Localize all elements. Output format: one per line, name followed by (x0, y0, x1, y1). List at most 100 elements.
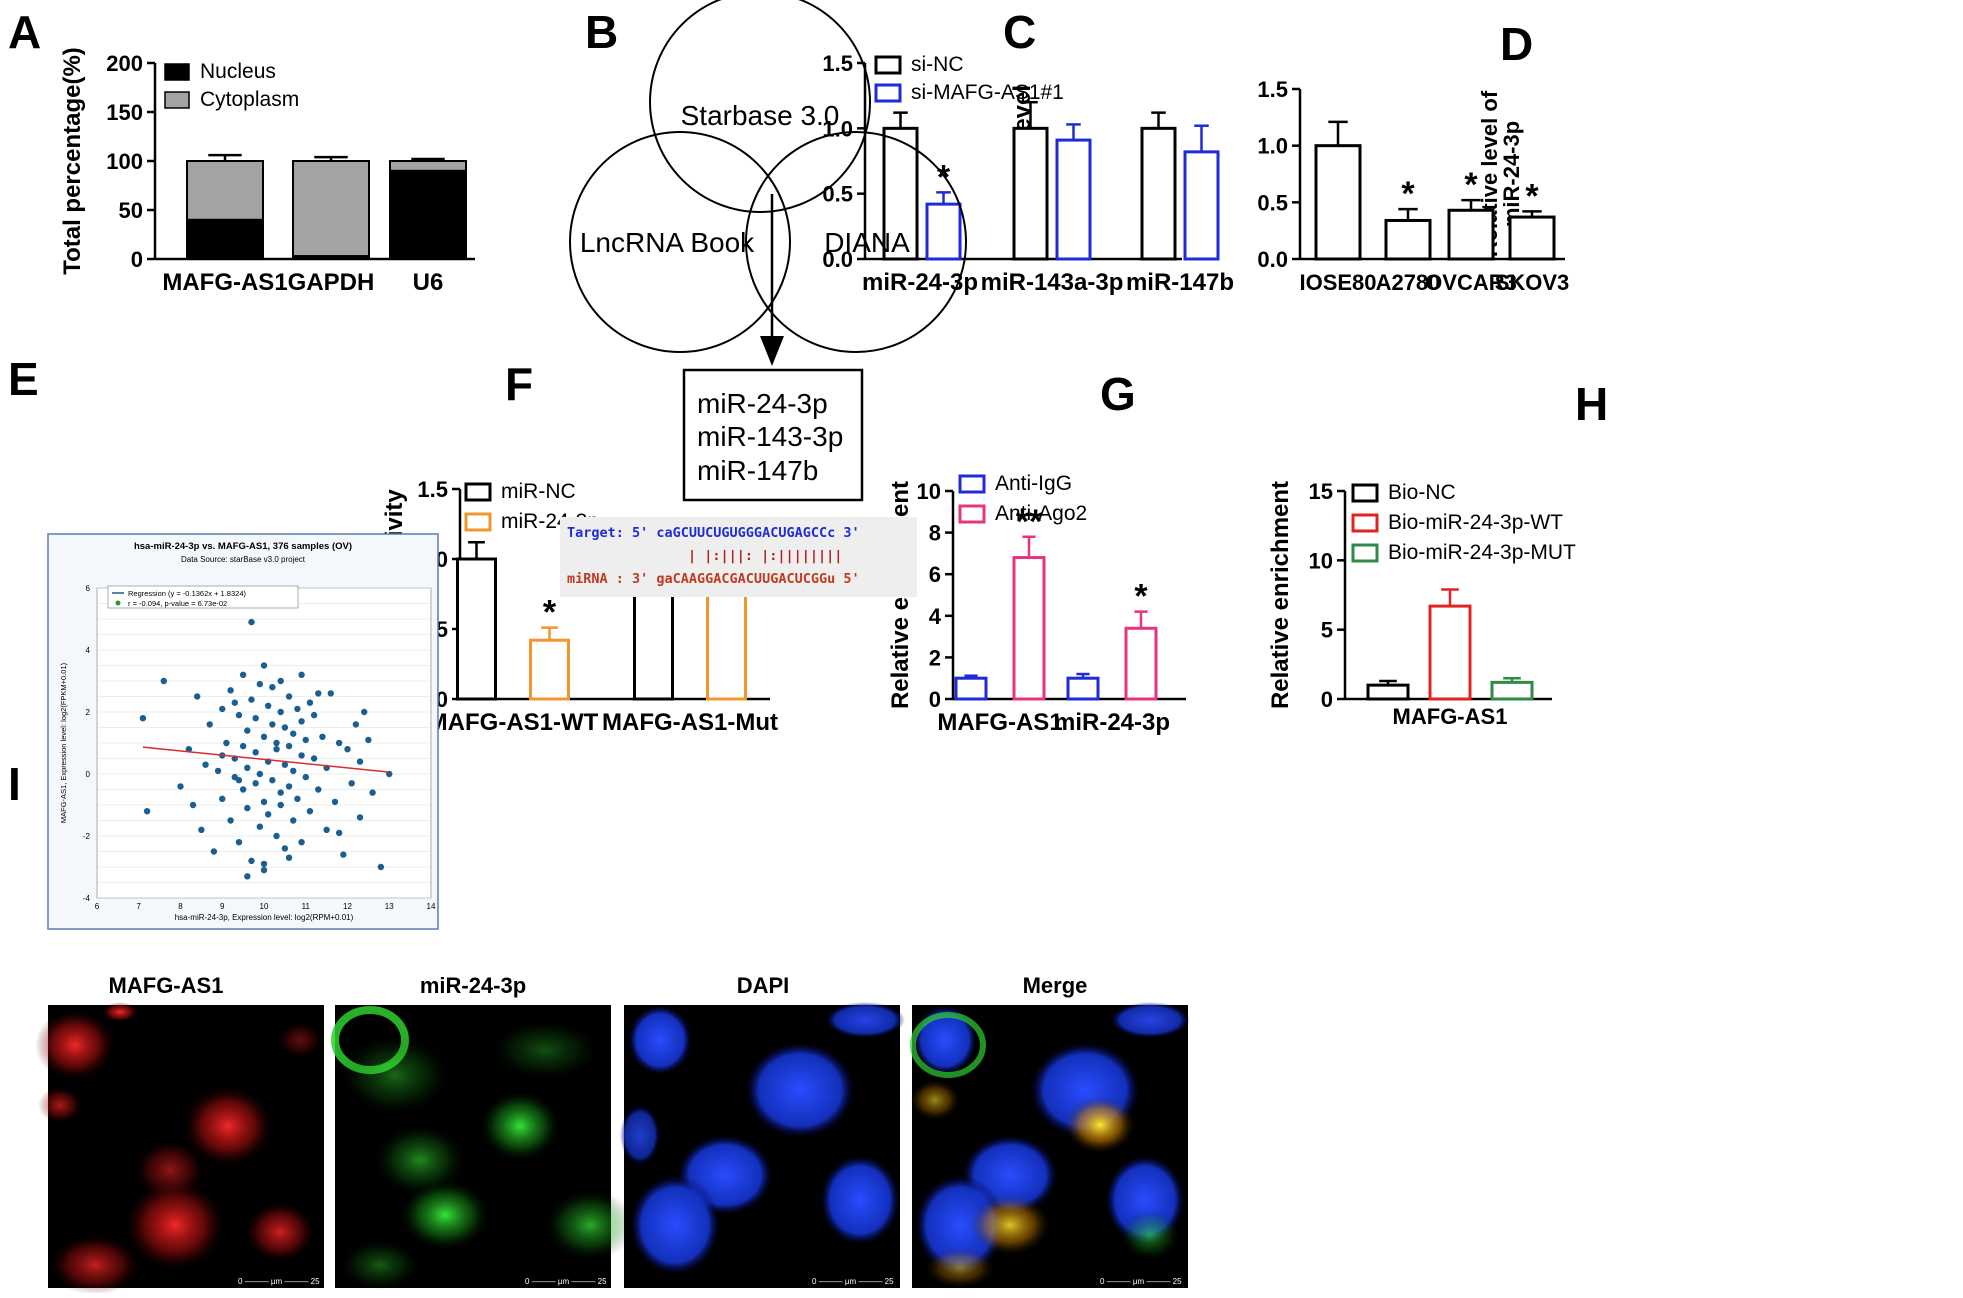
scatter-point (273, 832, 280, 840)
bar (1447, 208, 1495, 261)
scatter-point (335, 739, 343, 747)
legend-swatch (164, 91, 190, 109)
scatter-point (310, 755, 318, 762)
scatter-y-tick: -2 (83, 832, 91, 841)
scatter-point (139, 715, 147, 722)
bar (1012, 126, 1049, 261)
scatter-y-tick: 0 (86, 770, 91, 779)
y-tick-label: 5 (1321, 618, 1333, 643)
legend-swatch (1351, 513, 1379, 533)
image-mafg-as1: 0 ——— μm ——— 25 (35, 1002, 324, 1295)
scatter-point (327, 690, 334, 697)
significance-mark: ** (1016, 503, 1043, 541)
chart-a: 0 50 100 150 200 Total percentage(%) MAFG-AS1 G… (59, 47, 475, 296)
chart-h: 0 5 10 15 Relative enrichment MAFG-AS1 Bio-NC B… (1267, 479, 1576, 729)
bar (1314, 144, 1362, 261)
category-label: MAFG-AS1 (162, 269, 287, 296)
scatter-point (290, 817, 297, 824)
legend-label: Anti-Ago2 (995, 502, 1087, 525)
venn-diagram: Starbase 3.0 LncRNA Book DIANA miR-24-3p… (569, 0, 967, 502)
scatter-x-tick: 13 (385, 902, 394, 911)
category-label: MAFG-AS1-WT (428, 709, 599, 736)
scatter-point (239, 786, 247, 793)
scatter-y-tick: -4 (83, 894, 91, 903)
bar (1508, 215, 1556, 261)
scatter-y-tick: 6 (86, 584, 91, 593)
scatter-y-tick: 2 (86, 708, 91, 717)
regression-line (142, 746, 390, 773)
scatter-x-tick: 6 (95, 902, 100, 911)
bar (1066, 676, 1100, 701)
bar (1428, 604, 1472, 701)
scatter-point (260, 733, 268, 740)
scatter-point (281, 724, 289, 731)
scatter-point (252, 749, 259, 756)
y-tick-label: 10 (1309, 548, 1333, 573)
scatter-point (244, 873, 251, 880)
bar (186, 160, 264, 221)
image-mir-24-3p: 0 ——— μm ——— 25 (331, 1005, 635, 1290)
scatter-point (319, 733, 326, 740)
venn-circle-starbase (649, 0, 871, 213)
y-tick-label: 1.5 (417, 477, 448, 502)
scatter-point (294, 705, 301, 713)
legend-swatch (958, 504, 986, 524)
venn-circle-diana (745, 131, 967, 353)
category-label: GAPDH (288, 269, 375, 296)
bar (1055, 138, 1092, 261)
y-tick-label: 0.5 (1257, 190, 1288, 215)
y-tick-label: 50 (119, 198, 143, 223)
legend-r-text: r = -0.094, p-value = 6.73e-02 (128, 599, 227, 608)
legend-label: miR-NC (501, 480, 576, 503)
scatter-point (235, 839, 243, 846)
scatter-ylabel: MAFG-AS1, Expression level: log2(FPKM+0.… (59, 662, 68, 823)
category-label: miR-24-3p (1054, 709, 1170, 736)
binding-box-bg (560, 517, 917, 597)
scatter-point (198, 826, 205, 833)
scatter-point (223, 739, 230, 747)
scatter-point (219, 795, 226, 802)
bar (1012, 556, 1046, 701)
scatter-point (285, 742, 293, 750)
scatter-point (252, 780, 259, 787)
legend-point-swatch (115, 600, 121, 606)
bar (389, 169, 467, 260)
scatter-point (260, 798, 268, 806)
venn-arrow-head (760, 336, 784, 366)
binding-mirna: miRNA : 3' gaCAAGGACGACUUGACUCGGu 5' (567, 571, 860, 587)
y-tick-label: 8 (929, 521, 941, 546)
scatter-point (269, 684, 276, 691)
scatter-point (210, 848, 218, 855)
venn-circle-lncrnabook (569, 131, 791, 353)
scatter-point (264, 811, 272, 818)
y-tick-label: 1.5 (822, 51, 853, 76)
significance-mark: * (1525, 177, 1539, 215)
significance-mark: * (1464, 166, 1478, 204)
category-label: U6 (413, 269, 444, 296)
y-tick-label: 0 (929, 687, 941, 712)
scatter-point (227, 817, 234, 824)
scatter-points (139, 618, 393, 880)
scatter-point (298, 839, 305, 846)
y-tick-label: 0 (1321, 687, 1333, 712)
scatter-point (352, 721, 360, 728)
y-tick-label: 0.0 (822, 247, 853, 272)
venn-label-diana: DIANA (824, 227, 910, 258)
scatter-point (256, 680, 264, 688)
y-tick-label: 15 (1309, 479, 1333, 504)
category-label: MAFG-AS1 (937, 709, 1062, 736)
bar (389, 160, 467, 172)
y-tick-label: 1.0 (1257, 134, 1288, 159)
image-dapi: 0 ——— μm ——— 25 (620, 1002, 905, 1288)
bar (954, 676, 988, 701)
category-label: miR-147b (1126, 269, 1234, 296)
scatter-point (377, 863, 385, 871)
scalebar-merge: 0 ——— μm ——— 25 (1100, 1277, 1182, 1286)
y-tick-label: 100 (106, 149, 143, 174)
scatter-point (340, 851, 347, 858)
scatter-point (227, 687, 234, 694)
panel-letter-c: C (1003, 6, 1036, 58)
legend-swatch (464, 482, 492, 502)
scatter-point (273, 746, 280, 753)
